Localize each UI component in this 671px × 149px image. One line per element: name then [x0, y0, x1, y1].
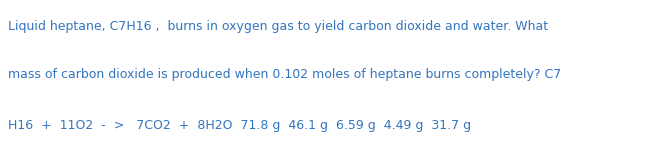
- Text: mass of carbon dioxide is produced when 0.102 moles of heptane burns completely?: mass of carbon dioxide is produced when …: [8, 68, 562, 81]
- Text: Liquid heptane, C7H16 ,  burns in oxygen gas to yield carbon dioxide and water. : Liquid heptane, C7H16 , burns in oxygen …: [8, 20, 548, 33]
- Text: H16  +  11O2  -  >   7CO2  +  8H2O  71.8 g  46.1 g  6.59 g  4.49 g  31.7 g: H16 + 11O2 - > 7CO2 + 8H2O 71.8 g 46.1 g…: [8, 119, 471, 132]
